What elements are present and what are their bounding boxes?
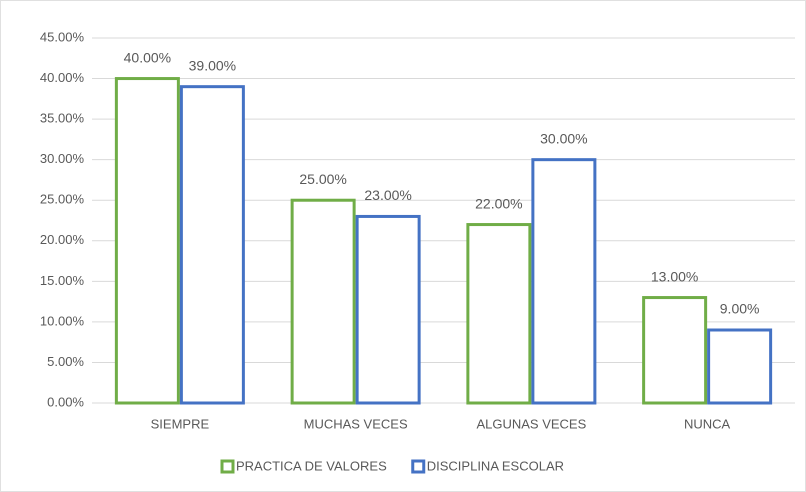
y-tick-label: 20.00%: [40, 232, 85, 247]
data-label: 30.00%: [540, 130, 587, 146]
x-tick-label: SIEMPRE: [151, 416, 210, 431]
y-tick-label: 45.00%: [40, 29, 85, 44]
legend-label: DISCIPLINA ESCOLAR: [427, 458, 564, 473]
y-tick-label: 10.00%: [40, 313, 85, 328]
legend-swatch: [411, 459, 426, 474]
bar: [355, 214, 421, 405]
x-tick-label: NUNCA: [684, 416, 731, 431]
bar: [179, 85, 245, 405]
x-tick-label: MUCHAS VECES: [304, 416, 408, 431]
y-tick-label: 30.00%: [40, 151, 85, 166]
bar: [290, 198, 356, 405]
y-tick-label: 35.00%: [40, 111, 85, 126]
y-tick-label: 40.00%: [40, 70, 85, 85]
bar: [642, 296, 708, 405]
data-label: 23.00%: [364, 187, 411, 203]
bar: [531, 158, 597, 405]
x-tick-label: ALGUNAS VECES: [476, 416, 586, 431]
y-tick-label: 0.00%: [47, 394, 84, 409]
bar: [707, 328, 773, 405]
bar: [114, 77, 180, 405]
data-label: 40.00%: [124, 49, 171, 65]
y-tick-label: 25.00%: [40, 192, 85, 207]
bar: [466, 223, 532, 405]
data-label: 39.00%: [189, 57, 236, 73]
legend-label: PRACTICA DE VALORES: [236, 458, 387, 473]
data-label: 13.00%: [651, 268, 698, 284]
legend-swatch: [220, 459, 235, 474]
data-label: 9.00%: [720, 301, 760, 317]
data-label: 25.00%: [299, 171, 346, 187]
data-label: 22.00%: [475, 195, 522, 211]
y-tick-label: 5.00%: [47, 354, 84, 369]
y-tick-label: 15.00%: [40, 273, 85, 288]
